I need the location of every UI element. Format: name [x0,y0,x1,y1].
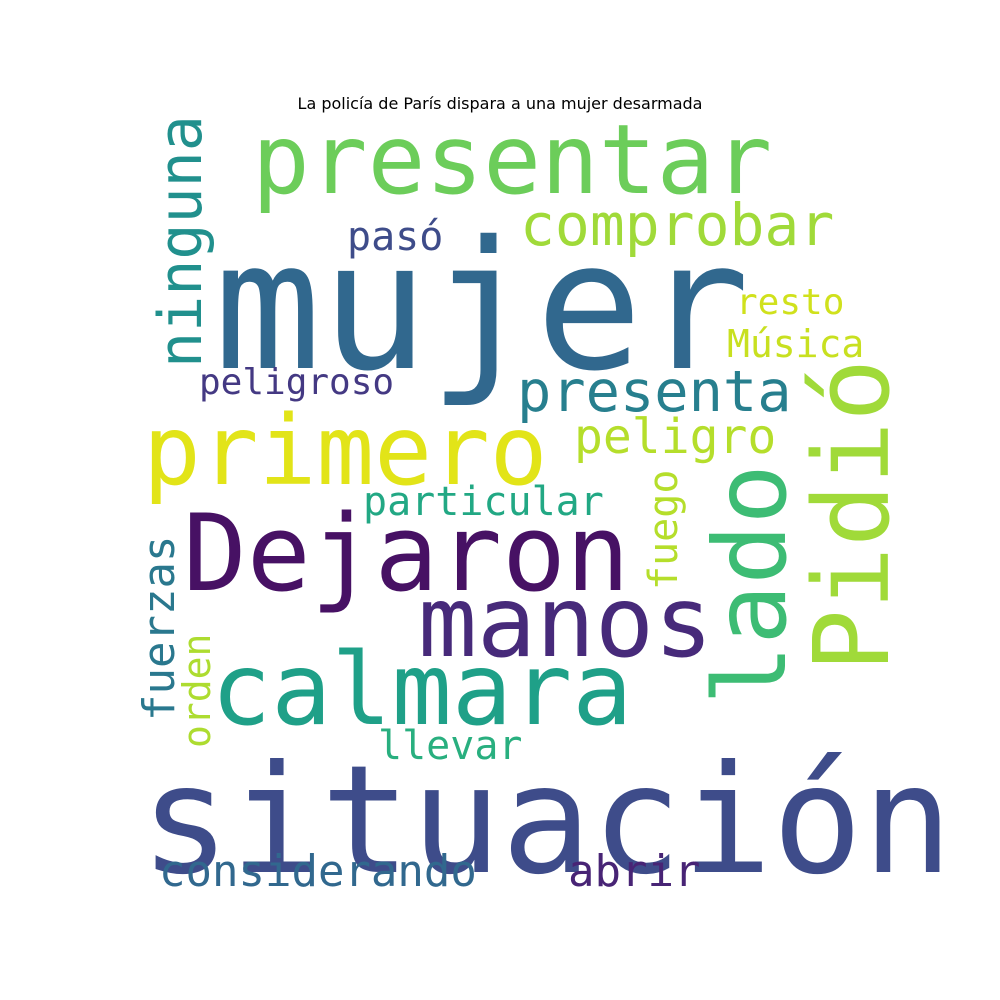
word-pidio: Pidió [791,359,913,672]
word-presentar: presentar [252,104,772,216]
word-presenta: presenta [517,359,792,425]
word-abrir: abrir [568,846,700,897]
word-orden: orden [175,634,219,748]
word-particular: particular [363,479,604,525]
word-musica: Música [727,322,864,366]
word-manos: manos [418,566,713,680]
word-resto: resto [736,282,844,323]
word-ninguna: ninguna [146,115,216,368]
word-comprobar: comprobar [520,191,834,259]
word-llevar: llevar [378,723,523,769]
word-mujer: mujer [214,203,750,410]
word-fuerzas: fuerzas [134,536,185,721]
chart-title: La policía de París dispara a una mujer … [297,94,703,113]
word-considerando: considerando [159,846,477,897]
word-paso: pasó [347,214,443,260]
word-peligroso: peligroso [199,362,394,403]
word-situacion: situación [140,734,953,908]
word-lado: lado [692,464,809,705]
word-fuego: fuego [641,470,687,590]
word-peligro: peligro [574,409,776,465]
word-calmara: calmara [211,631,632,748]
word-primero: primero [143,395,548,507]
word-dejaron: Dejaron [183,492,630,615]
